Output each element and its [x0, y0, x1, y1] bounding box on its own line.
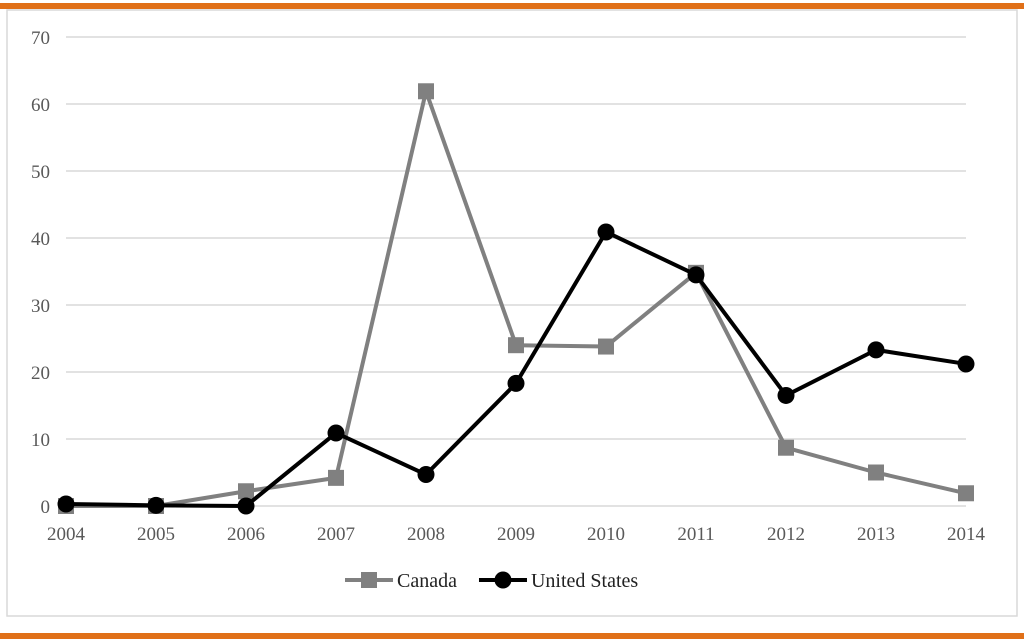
united-states-legend-marker: [494, 571, 512, 589]
canada-data-point: [958, 485, 974, 502]
canada-data-point: [778, 439, 794, 456]
united-states-data-point: [417, 466, 435, 484]
canada-data-point: [328, 469, 344, 486]
x-tick-label: 2012: [767, 524, 805, 545]
y-tick-label: 70: [31, 28, 50, 49]
united-states-data-point: [327, 424, 345, 442]
x-tick-label: 2010: [587, 524, 625, 545]
x-tick-label: 2011: [677, 524, 714, 545]
united-states-data-point: [57, 495, 75, 513]
y-tick-label: 50: [31, 162, 50, 183]
top-accent-rule: [0, 3, 1024, 9]
canada-data-point: [868, 464, 884, 481]
canada-legend-marker: [361, 572, 377, 588]
y-tick-label: 20: [31, 363, 50, 384]
x-tick-label: 2009: [497, 524, 535, 545]
united-states-data-point: [147, 496, 165, 514]
chart-frame: [6, 9, 1018, 617]
x-tick-label: 2014: [947, 524, 986, 545]
canada-data-point: [598, 338, 614, 355]
y-tick-label: 0: [41, 497, 51, 518]
x-tick-label: 2013: [857, 524, 895, 545]
united-states-data-point: [687, 266, 705, 284]
x-tick-label: 2004: [47, 524, 86, 545]
x-tick-label: 2008: [407, 524, 445, 545]
united-states-data-point: [507, 374, 525, 392]
united-states-data-point: [867, 341, 885, 359]
canada-legend-label: Canada: [397, 570, 457, 592]
united-states-data-point: [597, 223, 615, 241]
united-states-legend-label: United States: [531, 570, 638, 592]
canada-data-point: [418, 83, 434, 100]
x-tick-label: 2005: [137, 524, 175, 545]
y-tick-label: 10: [31, 430, 50, 451]
x-tick-label: 2006: [227, 524, 265, 545]
y-tick-label: 60: [31, 95, 50, 116]
bottom-accent-rule: [0, 633, 1024, 639]
x-tick-label: 2007: [317, 524, 355, 545]
canada-data-point: [508, 337, 524, 354]
united-states-data-point: [237, 497, 255, 515]
y-tick-label: 30: [31, 296, 50, 317]
canada-data-point: [238, 483, 254, 500]
united-states-data-point: [957, 355, 975, 373]
y-tick-label: 40: [31, 229, 50, 250]
united-states-data-point: [777, 386, 795, 404]
